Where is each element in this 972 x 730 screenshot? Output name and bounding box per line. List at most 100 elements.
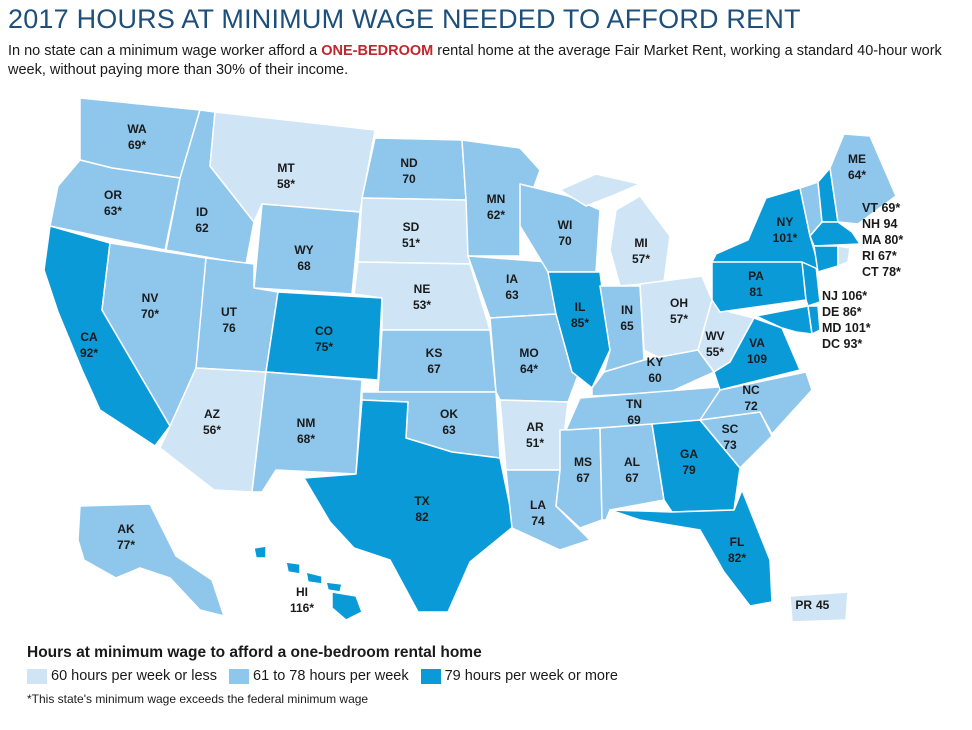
label-ks-hours: 67 — [427, 362, 441, 376]
label-sd-abbr: SD — [403, 220, 420, 234]
state-nc — [699, 371, 813, 435]
state-pa — [711, 255, 807, 313]
label-wv-hours: 55* — [706, 345, 724, 359]
label-sc-abbr: SC — [722, 422, 739, 436]
label-tx-abbr: TX — [414, 494, 429, 508]
label-me-hours: 64* — [848, 168, 866, 182]
label-dc: DC 93* — [822, 337, 863, 351]
label-ks-abbr: KS — [426, 346, 443, 360]
state-labels: WA 69* OR 63* CA 92* ID 62 NV 70* MT 58*… — [80, 122, 866, 615]
label-ok-abbr: OK — [440, 407, 458, 421]
state-me — [829, 133, 897, 225]
label-in-abbr: IN — [621, 303, 633, 317]
label-nj: NJ 106* — [822, 289, 868, 303]
label-ri: RI 67* — [862, 249, 897, 263]
legend-label-high: 79 hours per week or more — [444, 668, 618, 684]
label-az-hours: 56* — [203, 423, 221, 437]
label-va-hours: 109 — [747, 352, 767, 366]
label-ak-hours: 77* — [117, 538, 135, 552]
label-de: DE 86* — [822, 305, 862, 319]
label-id-hours: 62 — [195, 221, 209, 235]
label-tn-hours: 69 — [627, 413, 641, 427]
label-ma: MA 80* — [862, 233, 904, 247]
label-wa-abbr: WA — [127, 122, 147, 136]
label-mt-abbr: MT — [277, 161, 295, 175]
label-mi-hours: 57* — [632, 252, 650, 266]
legend-swatch-mid — [229, 668, 250, 684]
label-ut-abbr: UT — [221, 305, 238, 319]
label-ok-hours: 63 — [442, 423, 456, 437]
label-sd-hours: 51* — [402, 236, 420, 250]
label-nv-abbr: NV — [142, 291, 159, 305]
label-wv-abbr: WV — [705, 329, 724, 343]
label-ga-hours: 79 — [682, 463, 696, 477]
label-la-hours: 74 — [531, 514, 545, 528]
label-pa-hours: 81 — [749, 285, 763, 299]
label-nm-hours: 68* — [297, 432, 315, 446]
label-wa-hours: 69* — [128, 138, 146, 152]
label-ne-hours: 53* — [413, 298, 431, 312]
state-mi-upper — [559, 173, 641, 207]
state-fl — [609, 489, 773, 607]
label-nm-abbr: NM — [297, 416, 316, 430]
legend-item-high: 79 hours per week or more — [420, 668, 618, 684]
label-nv-hours: 70* — [141, 307, 159, 321]
label-ia-hours: 63 — [505, 288, 519, 302]
label-co-abbr: CO — [315, 324, 333, 338]
footnote: *This state's minimum wage exceeds the f… — [27, 692, 369, 706]
map-subtitle: In no state can a minimum wage worker af… — [8, 42, 963, 80]
label-il-hours: 85* — [571, 316, 589, 330]
label-mt-hours: 58* — [277, 177, 295, 191]
label-oh-hours: 57* — [670, 312, 688, 326]
midatlantic-state-list: NJ 106* DE 86* MD 101* DC 93* — [822, 288, 871, 352]
label-nc-hours: 72 — [744, 399, 758, 413]
label-ut-hours: 76 — [222, 321, 236, 335]
label-ne-abbr: NE — [414, 282, 431, 296]
state-md — [755, 305, 813, 335]
label-pr-hours: 45 — [816, 598, 830, 612]
label-ky-abbr: KY — [647, 355, 664, 369]
label-fl-abbr: FL — [730, 535, 745, 549]
label-az-abbr: AZ — [204, 407, 220, 421]
label-ak-abbr: AK — [117, 522, 135, 536]
legend-swatch-high — [420, 668, 441, 684]
label-la-abbr: LA — [530, 498, 546, 512]
state-hi-3 — [305, 571, 323, 585]
label-mo-abbr: MO — [519, 346, 538, 360]
state-ct — [813, 245, 839, 273]
state-pr — [789, 591, 849, 623]
legend-title: Hours at minimum wage to afford a one-be… — [27, 644, 482, 661]
legend: 60 hours per week or less 61 to 78 hours… — [27, 668, 618, 684]
label-mo-hours: 64* — [520, 362, 538, 376]
state-wy — [253, 203, 361, 295]
label-wi-hours: 70 — [558, 234, 572, 248]
label-fl-hours: 82* — [728, 551, 746, 565]
label-va-abbr: VA — [749, 336, 765, 350]
label-wy-hours: 68 — [297, 259, 311, 273]
label-md: MD 101* — [822, 321, 871, 335]
legend-label-mid: 61 to 78 hours per week — [253, 668, 409, 684]
label-ms-hours: 67 — [576, 471, 590, 485]
state-mn — [461, 139, 541, 257]
state-ks — [377, 329, 497, 393]
state-co — [265, 291, 383, 381]
label-ga-abbr: GA — [680, 447, 698, 461]
label-ky-hours: 60 — [648, 371, 662, 385]
label-tx-hours: 82 — [415, 510, 429, 524]
label-hi-abbr: HI — [296, 585, 308, 599]
state-de — [807, 305, 821, 335]
map-title: 2017 HOURS AT MINIMUM WAGE NEEDED TO AFF… — [8, 4, 801, 34]
label-nd-abbr: ND — [400, 156, 418, 170]
label-ar-abbr: AR — [526, 420, 544, 434]
label-in-hours: 65 — [620, 319, 634, 333]
subtitle-before: In no state can a minimum wage worker af… — [8, 43, 322, 59]
state-ri — [837, 245, 851, 267]
legend-label-low: 60 hours per week or less — [51, 668, 218, 684]
label-pr-abbr: PR — [795, 598, 812, 612]
label-mn-hours: 62* — [487, 208, 505, 222]
label-sc-hours: 73 — [723, 438, 737, 452]
label-oh-abbr: OH — [670, 296, 688, 310]
label-tn-abbr: TN — [626, 397, 642, 411]
label-hi-hours: 116* — [290, 601, 314, 615]
